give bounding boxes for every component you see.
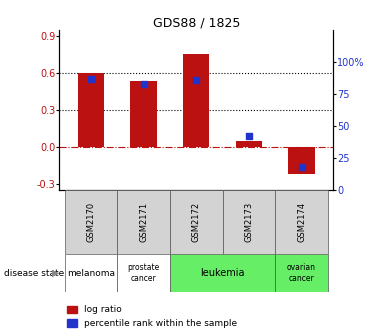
Bar <box>275 254 328 292</box>
Bar <box>65 190 117 254</box>
Text: ▶: ▶ <box>52 268 59 278</box>
Bar <box>236 141 262 147</box>
Bar <box>170 254 275 292</box>
Bar <box>117 190 170 254</box>
Text: melanoma: melanoma <box>67 268 115 278</box>
Text: prostate
cancer: prostate cancer <box>128 263 160 283</box>
Bar <box>78 73 104 147</box>
Point <box>193 77 200 83</box>
Bar <box>183 53 210 147</box>
Point <box>88 76 94 81</box>
Bar <box>275 190 328 254</box>
Text: GSM2174: GSM2174 <box>297 202 306 242</box>
Point <box>141 81 147 87</box>
Text: ovarian
cancer: ovarian cancer <box>287 263 316 283</box>
Legend: log ratio, percentile rank within the sample: log ratio, percentile rank within the sa… <box>64 302 241 332</box>
Text: GSM2172: GSM2172 <box>192 202 201 242</box>
Text: GSM2173: GSM2173 <box>244 202 254 242</box>
Text: GSM2171: GSM2171 <box>139 202 148 242</box>
Bar <box>117 254 170 292</box>
Bar <box>131 81 157 147</box>
Bar <box>170 190 223 254</box>
Text: disease state: disease state <box>4 268 64 278</box>
Bar <box>65 254 117 292</box>
Bar <box>223 190 275 254</box>
Title: GDS88 / 1825: GDS88 / 1825 <box>152 16 240 29</box>
Text: GSM2170: GSM2170 <box>87 202 95 242</box>
Point <box>246 133 252 139</box>
Point <box>299 164 305 170</box>
Text: leukemia: leukemia <box>200 268 245 278</box>
Bar <box>288 147 315 174</box>
